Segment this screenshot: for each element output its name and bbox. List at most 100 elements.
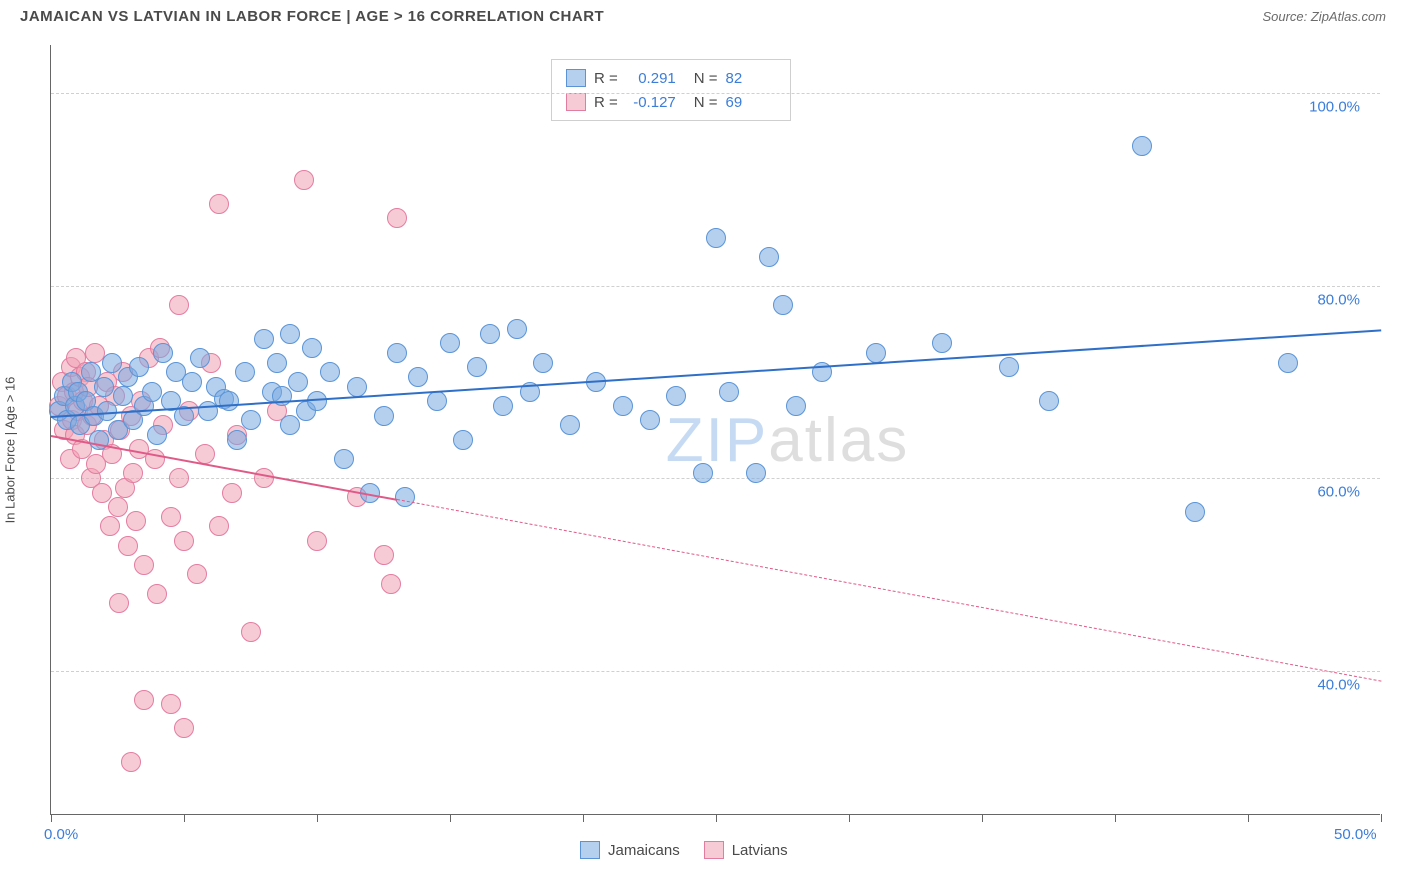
r-label: R =: [594, 94, 618, 111]
data-point: [693, 463, 713, 483]
data-point: [134, 555, 154, 575]
data-point: [126, 511, 146, 531]
x-tick-label: 0.0%: [44, 826, 78, 843]
data-point: [320, 362, 340, 382]
data-point: [94, 377, 114, 397]
legend-swatch: [704, 841, 724, 859]
x-tick: [1248, 814, 1249, 822]
data-point: [118, 536, 138, 556]
data-point: [533, 353, 553, 373]
source-label: Source: ZipAtlas.com: [1262, 9, 1386, 24]
data-point: [235, 362, 255, 382]
n-value: 82: [726, 70, 776, 87]
x-tick-label: 50.0%: [1334, 826, 1377, 843]
data-point: [142, 382, 162, 402]
x-tick: [1115, 814, 1116, 822]
data-point: [294, 170, 314, 190]
data-point: [866, 343, 886, 363]
data-point: [267, 353, 287, 373]
data-point: [999, 357, 1019, 377]
data-point: [759, 247, 779, 267]
x-tick: [982, 814, 983, 822]
gridline: [51, 671, 1380, 672]
data-point: [1132, 136, 1152, 156]
data-point: [280, 324, 300, 344]
data-point: [493, 396, 513, 416]
data-point: [123, 463, 143, 483]
x-tick: [1381, 814, 1382, 822]
data-point: [153, 343, 173, 363]
legend-series: Jamaicans Latvians: [580, 841, 788, 859]
data-point: [666, 386, 686, 406]
legend-series-label: Jamaicans: [608, 842, 680, 859]
watermark-atlas: atlas: [768, 406, 909, 475]
data-point: [209, 516, 229, 536]
data-point: [190, 348, 210, 368]
data-point: [1185, 502, 1205, 522]
data-point: [219, 391, 239, 411]
data-point: [640, 410, 660, 430]
r-label: R =: [594, 70, 618, 87]
data-point: [467, 357, 487, 377]
data-point: [719, 382, 739, 402]
header: JAMAICAN VS LATVIAN IN LABOR FORCE | AGE…: [0, 0, 1406, 35]
data-point: [209, 194, 229, 214]
data-point: [134, 690, 154, 710]
n-label: N =: [694, 94, 718, 111]
data-point: [347, 377, 367, 397]
n-value: 69: [726, 94, 776, 111]
data-point: [241, 622, 261, 642]
data-point: [706, 228, 726, 248]
gridline: [51, 478, 1380, 479]
legend-series-label: Latvians: [732, 842, 788, 859]
data-point: [387, 208, 407, 228]
data-point: [1278, 353, 1298, 373]
data-point: [254, 468, 274, 488]
data-point: [288, 372, 308, 392]
x-tick: [450, 814, 451, 822]
legend-swatch: [580, 841, 600, 859]
y-axis-label: In Labor Force | Age > 16: [3, 377, 18, 524]
data-point: [169, 295, 189, 315]
data-point: [746, 463, 766, 483]
legend-series-item: Latvians: [704, 841, 788, 859]
data-point: [97, 401, 117, 421]
data-point: [254, 329, 274, 349]
r-value: -0.127: [626, 94, 676, 111]
gridline: [51, 93, 1380, 94]
data-point: [227, 430, 247, 450]
data-point: [129, 357, 149, 377]
data-point: [773, 295, 793, 315]
data-point: [174, 718, 194, 738]
regression-line: [397, 499, 1381, 682]
data-point: [241, 410, 261, 430]
plot-area: ZIPatlas R =0.291N =82R =-0.127N =69 40.…: [50, 45, 1380, 815]
data-point: [161, 694, 181, 714]
data-point: [147, 425, 167, 445]
data-point: [121, 752, 141, 772]
data-point: [381, 574, 401, 594]
data-point: [174, 531, 194, 551]
data-point: [932, 333, 952, 353]
y-tick-label: 100.0%: [1309, 99, 1360, 116]
legend-swatch: [566, 69, 586, 87]
x-tick: [583, 814, 584, 822]
y-tick-label: 40.0%: [1317, 676, 1360, 693]
data-point: [453, 430, 473, 450]
data-point: [560, 415, 580, 435]
data-point: [302, 338, 322, 358]
data-point: [92, 483, 112, 503]
legend-series-item: Jamaicans: [580, 841, 680, 859]
chart-container: In Labor Force | Age > 16 ZIPatlas R =0.…: [0, 35, 1406, 865]
gridline: [51, 286, 1380, 287]
data-point: [507, 319, 527, 339]
n-label: N =: [694, 70, 718, 87]
data-point: [307, 531, 327, 551]
data-point: [334, 449, 354, 469]
data-point: [280, 415, 300, 435]
data-point: [786, 396, 806, 416]
y-tick-label: 80.0%: [1317, 291, 1360, 308]
x-tick: [849, 814, 850, 822]
data-point: [374, 406, 394, 426]
x-tick: [317, 814, 318, 822]
